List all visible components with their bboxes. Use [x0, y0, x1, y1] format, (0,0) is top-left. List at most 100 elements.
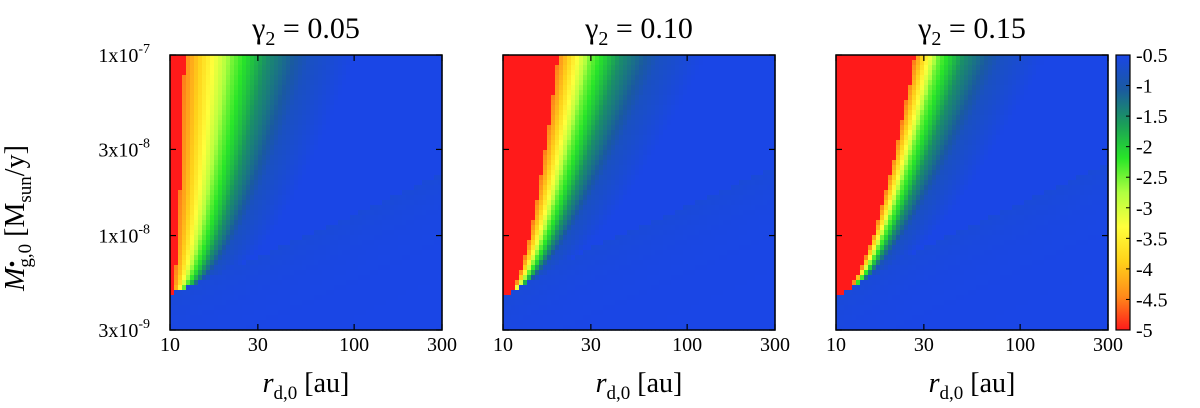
heatmap-cell	[214, 285, 219, 291]
heatmap-cell	[174, 60, 179, 66]
heatmap-cell	[242, 70, 247, 76]
heatmap-cell	[270, 230, 275, 236]
heatmap-cell	[254, 120, 259, 126]
heatmap-cell	[306, 310, 311, 316]
heatmap-cell	[318, 185, 323, 191]
heatmap-cell	[174, 135, 179, 141]
heatmap-cell	[190, 155, 195, 161]
heatmap-cell	[362, 255, 367, 261]
heatmap-cell	[354, 145, 359, 151]
heatmap-cell	[310, 135, 315, 141]
heatmap-cell	[410, 210, 415, 216]
heatmap-cell	[659, 60, 664, 66]
heatmap-cell	[274, 125, 279, 131]
heatmap-cell	[515, 70, 520, 76]
heatmap-cell	[735, 100, 740, 106]
heatmap-cell	[202, 220, 207, 226]
heatmap-cell	[434, 215, 439, 221]
heatmap-cell	[214, 250, 219, 256]
heatmap-cell	[579, 75, 584, 81]
heatmap-cell	[226, 120, 231, 126]
heatmap-cell	[254, 245, 259, 251]
heatmap-cell	[390, 55, 395, 61]
heatmap-cell	[426, 150, 431, 156]
heatmap-cell	[262, 135, 267, 141]
heatmap-cell	[374, 55, 379, 61]
heatmap-cell	[426, 290, 431, 296]
heatmap-cell	[342, 165, 347, 171]
heatmap-cell	[715, 120, 720, 126]
heatmap-cell	[683, 120, 688, 126]
heatmap-cell	[214, 235, 219, 241]
heatmap-cell	[711, 75, 716, 81]
heatmap-cell	[739, 90, 744, 96]
heatmap-cell	[186, 210, 191, 216]
heatmap-cell	[290, 265, 295, 271]
heatmap-cell	[627, 95, 632, 101]
heatmap-cell	[206, 165, 211, 171]
heatmap-cell	[298, 320, 303, 326]
heatmap-cell	[170, 200, 175, 206]
heatmap-cell	[282, 275, 287, 281]
heatmap-cell	[386, 125, 391, 131]
heatmap-cell	[378, 300, 383, 306]
heatmap-cell	[174, 175, 179, 181]
heatmap-cell	[290, 325, 295, 331]
heatmap-cell	[747, 70, 752, 76]
heatmap-cell	[763, 65, 768, 71]
heatmap-cell	[286, 65, 291, 71]
heatmap-cell	[262, 235, 267, 241]
heatmap-cell	[767, 90, 772, 96]
heatmap-cell	[663, 135, 668, 141]
heatmap-cell	[362, 70, 367, 76]
heatmap-cell	[366, 65, 371, 71]
heatmap-cell	[430, 320, 435, 326]
heatmap-cell	[290, 180, 295, 186]
heatmap-cell	[571, 85, 576, 91]
heatmap-cell	[406, 70, 411, 76]
heatmap-cell	[254, 210, 259, 216]
heatmap-cell	[422, 135, 427, 141]
heatmap-cell	[759, 60, 764, 66]
heatmap-cell	[659, 55, 664, 61]
heatmap-cell	[354, 325, 359, 331]
heatmap-cell	[374, 110, 379, 116]
heatmap-cell	[579, 135, 584, 141]
heatmap-cell	[394, 250, 399, 256]
heatmap-cell	[342, 70, 347, 76]
heatmap-cell	[266, 265, 271, 271]
heatmap-cell	[174, 215, 179, 221]
heatmap-cell	[398, 165, 403, 171]
heatmap-cell	[350, 210, 355, 216]
heatmap-cell	[194, 125, 199, 131]
heatmap-cell	[270, 160, 275, 166]
heatmap-cell	[342, 80, 347, 86]
heatmap-cell	[310, 65, 315, 71]
heatmap-cell	[234, 85, 239, 91]
heatmap-cell	[394, 205, 399, 211]
heatmap-cell	[398, 185, 403, 191]
heatmap-cell	[214, 310, 219, 316]
heatmap-cell	[438, 315, 443, 321]
heatmap-cell	[402, 275, 407, 281]
heatmap-cell	[394, 130, 399, 136]
heatmap-cell	[627, 115, 632, 121]
heatmap-cell	[767, 140, 772, 146]
heatmap-cell	[330, 185, 335, 191]
heatmap-cell	[747, 130, 752, 136]
heatmap-cell	[418, 180, 423, 186]
heatmap-cell	[346, 90, 351, 96]
heatmap-cell	[591, 55, 596, 61]
x-axis-label-unit: [au]	[297, 368, 349, 399]
heatmap-cell	[258, 155, 263, 161]
heatmap-cell	[366, 120, 371, 126]
heatmap-cell	[334, 160, 339, 166]
heatmap-cell	[342, 265, 347, 271]
heatmap-cell	[703, 125, 708, 131]
heatmap-cell	[198, 255, 203, 261]
heatmap-cell	[358, 305, 363, 311]
heatmap-cell	[515, 75, 520, 81]
heatmap-cell	[434, 265, 439, 271]
heatmap-cell	[358, 155, 363, 161]
heatmap-cell	[274, 80, 279, 86]
